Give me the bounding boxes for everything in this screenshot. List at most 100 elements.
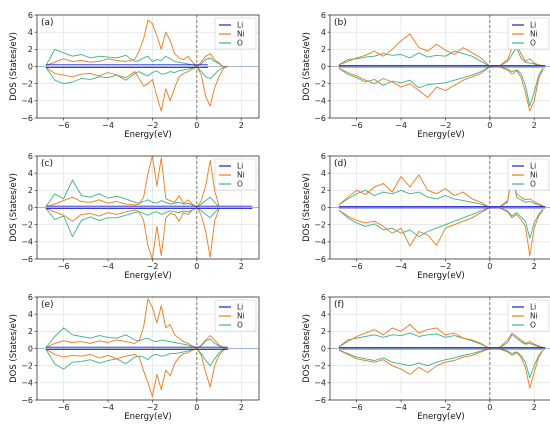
- legend-label: Ni: [530, 30, 538, 39]
- series-o-spin-down: [338, 207, 544, 239]
- x-axis-label: Energy(eV): [417, 271, 464, 281]
- y-tick-label: −4: [314, 97, 326, 106]
- x-tick-label: 0: [194, 121, 199, 130]
- legend-label: Li: [530, 21, 536, 30]
- x-tick-label: 2: [532, 403, 537, 412]
- y-axis-label: DOS (States/eV): [302, 314, 312, 383]
- series-ni-spin-up: [338, 174, 544, 208]
- x-tick-label: 0: [194, 262, 199, 271]
- panel-label: (f): [334, 300, 344, 310]
- x-tick-label: 2: [532, 121, 537, 130]
- y-tick-label: 2: [28, 327, 33, 336]
- legend-box: [214, 17, 257, 50]
- panel-label: (e): [41, 300, 54, 310]
- series-o-spin-up: [45, 48, 228, 67]
- x-tick-label: −2: [147, 403, 159, 412]
- legend-label: O: [237, 180, 243, 189]
- x-tick-label: 2: [239, 403, 244, 412]
- y-tick-label: −2: [314, 361, 326, 370]
- y-tick-label: 0: [321, 62, 326, 71]
- y-tick-label: 0: [28, 344, 33, 353]
- legend-label: Li: [237, 162, 243, 171]
- legend-label: O: [530, 321, 536, 330]
- series-o-spin-up: [45, 327, 228, 349]
- series-ni-spin-up: [338, 324, 544, 349]
- series-o-spin-down: [45, 66, 228, 85]
- dos-panel: −6 −4 −2 0 2 −6 −4 −2 0 2 4 6 Energy(eV) DOS (States/…: [9, 152, 260, 281]
- x-tick-label: 2: [532, 262, 537, 271]
- x-tick-label: 0: [487, 262, 492, 271]
- y-tick-label: 4: [28, 28, 33, 37]
- x-tick-label: −4: [102, 403, 114, 412]
- x-tick-label: −2: [440, 403, 452, 412]
- y-tick-label: 2: [321, 186, 326, 195]
- x-tick-label: −6: [351, 121, 363, 130]
- y-axis-label: DOS (States/eV): [302, 173, 312, 242]
- x-tick-label: −2: [440, 262, 452, 271]
- y-tick-label: 4: [28, 310, 33, 319]
- y-axis-label: DOS (States/eV): [9, 32, 19, 101]
- legend-box: [507, 299, 550, 332]
- x-tick-label: 2: [239, 121, 244, 130]
- x-tick-label: −2: [147, 121, 159, 130]
- y-tick-label: 6: [321, 11, 326, 20]
- panel-label: (d): [334, 159, 347, 169]
- x-tick-label: −6: [58, 121, 70, 130]
- y-tick-label: 6: [321, 152, 326, 161]
- y-tick-label: −4: [314, 379, 326, 388]
- y-tick-label: −2: [21, 361, 33, 370]
- panel-label: (a): [41, 18, 54, 28]
- series-ni-spin-down: [45, 207, 220, 259]
- x-axis-label: Energy(eV): [124, 412, 171, 422]
- series-ni-spin-down: [338, 66, 544, 112]
- x-tick-label: 2: [239, 262, 244, 271]
- y-tick-label: −4: [21, 238, 33, 247]
- legend-label: Li: [237, 303, 243, 312]
- x-axis-label: Energy(eV): [417, 412, 464, 422]
- y-tick-label: 0: [321, 344, 326, 353]
- x-axis-label: Energy(eV): [124, 271, 171, 281]
- legend-label: Li: [530, 303, 536, 312]
- y-tick-label: −6: [21, 114, 33, 123]
- y-tick-label: 6: [321, 293, 326, 302]
- series-ni-spin-up: [45, 19, 228, 67]
- x-tick-label: −6: [58, 262, 70, 271]
- dos-panel: −6 −4 −2 0 2 −6 −4 −2 0 2 4 6 Energy(eV) DOS (States/…: [9, 11, 260, 140]
- y-tick-label: 2: [28, 186, 33, 195]
- legend-box: [507, 17, 550, 50]
- x-tick-label: 0: [487, 121, 492, 130]
- y-tick-label: −6: [21, 396, 33, 405]
- dos-panel: −6 −4 −2 0 2 −6 −4 −2 0 2 4 6 Energy(eV) DOS (States/…: [302, 293, 550, 422]
- y-tick-label: −2: [314, 220, 326, 229]
- series-o-spin-down: [338, 348, 544, 379]
- x-axis-label: Energy(eV): [124, 130, 171, 140]
- series-o-spin-down: [45, 207, 220, 238]
- y-axis-label: DOS (States/eV): [9, 314, 19, 383]
- legend-label: Ni: [237, 30, 245, 39]
- series-o-spin-up: [45, 179, 220, 208]
- y-tick-label: 2: [321, 327, 326, 336]
- y-tick-label: 2: [321, 45, 326, 54]
- y-tick-label: 0: [321, 203, 326, 212]
- series-o-spin-down: [338, 66, 544, 107]
- y-tick-label: 0: [28, 62, 33, 71]
- legend-label: Ni: [237, 171, 245, 180]
- x-tick-label: −4: [395, 403, 407, 412]
- x-tick-label: −6: [351, 403, 363, 412]
- x-axis-label: Energy(eV): [417, 130, 464, 140]
- y-axis-label: DOS (States/eV): [302, 32, 312, 101]
- y-tick-label: −4: [314, 238, 326, 247]
- y-tick-label: 6: [28, 11, 33, 20]
- legend-label: Ni: [530, 171, 538, 180]
- y-tick-label: −2: [21, 220, 33, 229]
- series-o-spin-up: [338, 332, 544, 349]
- y-tick-label: −6: [21, 255, 33, 264]
- x-tick-label: 0: [487, 403, 492, 412]
- x-tick-label: −6: [351, 262, 363, 271]
- series-ni-spin-down: [45, 66, 229, 112]
- series-o-spin-up: [338, 47, 544, 67]
- x-tick-label: 0: [194, 403, 199, 412]
- series-ni-spin-down: [338, 348, 544, 389]
- legend-box: [507, 158, 550, 191]
- y-tick-label: 4: [321, 28, 326, 37]
